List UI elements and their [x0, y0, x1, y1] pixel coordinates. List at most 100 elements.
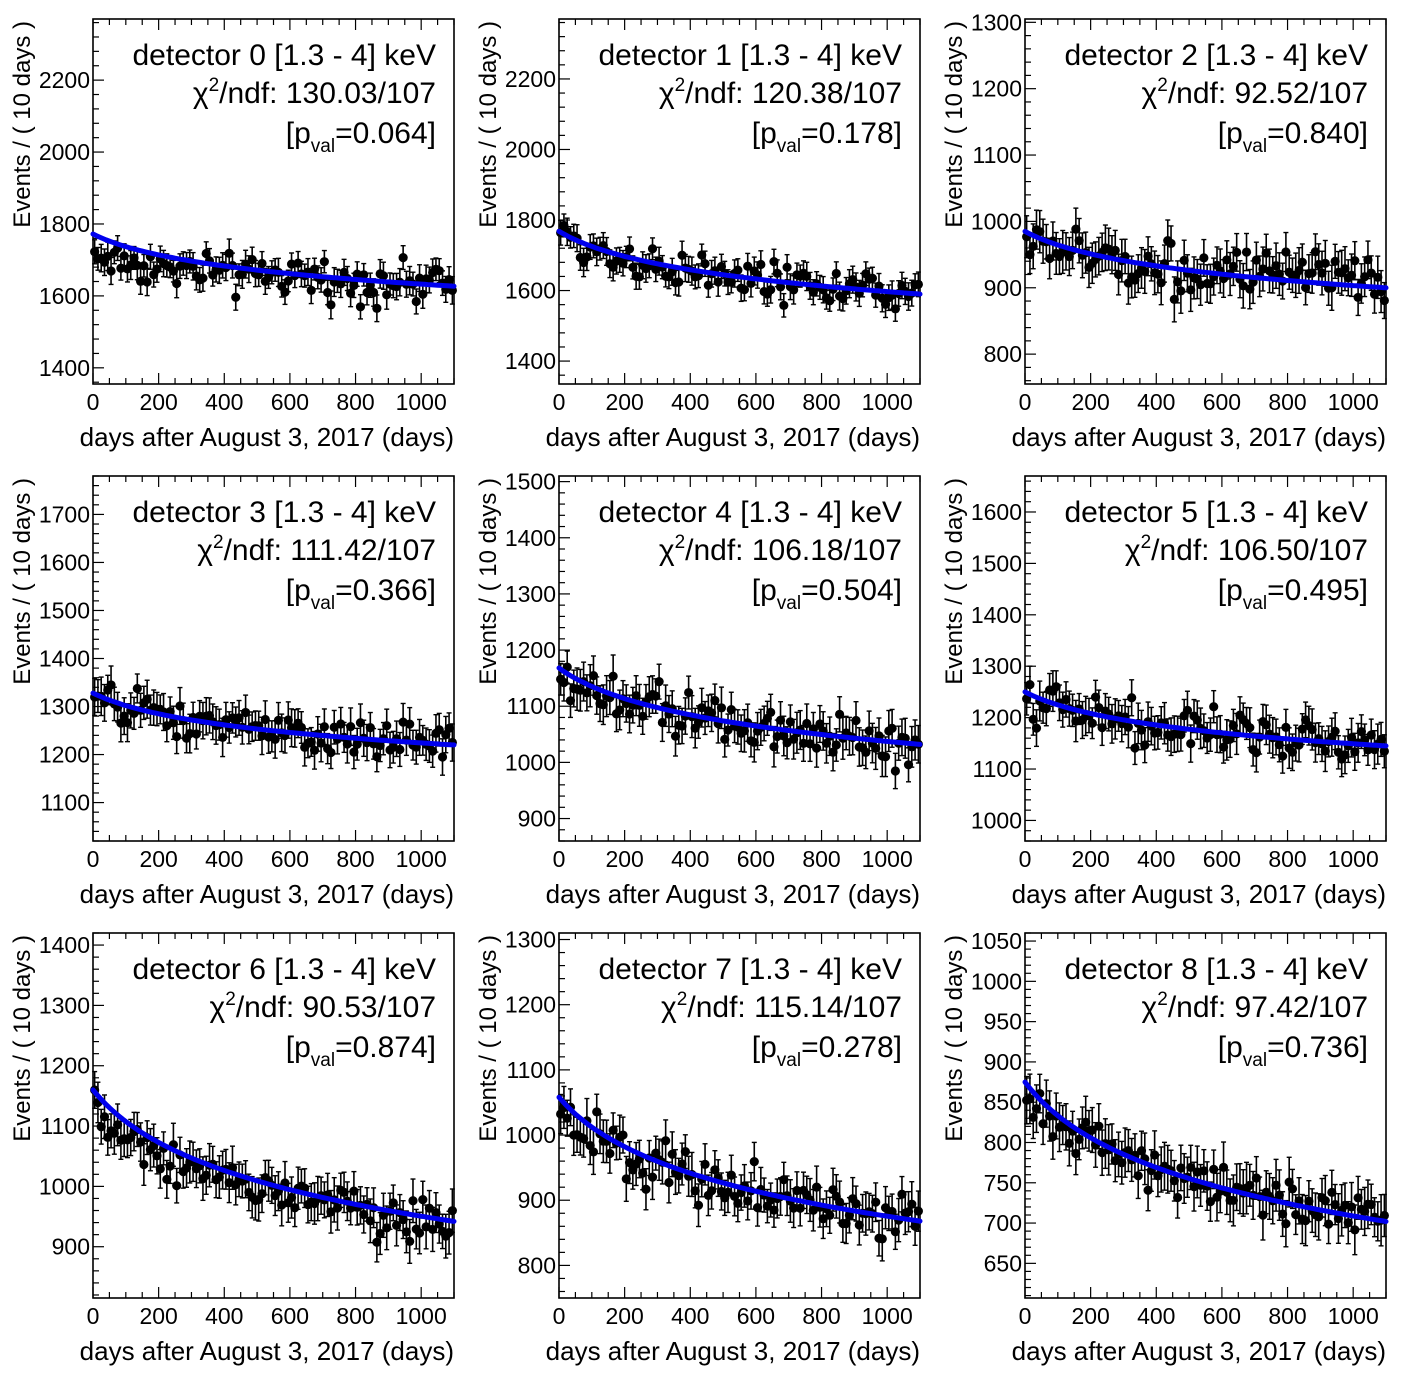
y-axis-label: Events / ( 10 days ): [941, 478, 968, 685]
data-point: [680, 1147, 690, 1157]
y-tick-label: 2200: [39, 67, 90, 93]
pval-label: [pval=0.736]: [1218, 1031, 1368, 1071]
chi-symbol: χ: [659, 77, 675, 110]
data-point: [283, 276, 293, 286]
data-point: [1287, 747, 1298, 757]
data-points: [556, 1085, 923, 1262]
data-point: [372, 303, 382, 313]
data-point: [1028, 1112, 1038, 1122]
data-point: [605, 1148, 615, 1159]
data-point: [257, 258, 267, 269]
y-tick-label: 1000: [505, 749, 556, 775]
data-point: [1350, 747, 1360, 757]
data-points: [556, 650, 923, 790]
data-point: [1245, 284, 1255, 294]
data-point: [365, 723, 375, 733]
fit-curve: [90, 1087, 457, 1224]
y-tick-label: 900: [984, 1049, 1022, 1075]
data-point: [779, 300, 789, 310]
data-point: [1232, 247, 1242, 257]
data-point: [779, 1175, 789, 1185]
data-point: [1205, 1197, 1216, 1207]
x-tick-label: 600: [737, 1303, 775, 1329]
data-point: [424, 1203, 434, 1213]
data-point: [1379, 746, 1389, 756]
chi2-value: /ndf: 120.38/107: [685, 77, 902, 110]
data-point: [913, 1206, 923, 1216]
pval-subscript: val: [1243, 593, 1267, 614]
data-point: [641, 1184, 651, 1194]
pval-label: [pval=0.840]: [1218, 117, 1368, 157]
data-point: [1166, 238, 1176, 249]
data-points: [1022, 1073, 1389, 1256]
data-point: [588, 1147, 599, 1157]
pval-subscript: val: [311, 1050, 335, 1071]
x-tick-label: 800: [336, 389, 374, 415]
data-point: [132, 683, 142, 694]
y-tick-label: 900: [984, 275, 1022, 301]
data-point: [270, 734, 280, 745]
data-point: [582, 688, 592, 698]
data-point: [716, 261, 727, 272]
chart-panel-6: 0 200 400 600 800 1000 900 1000 1100 1200 1300 1400…: [9, 932, 457, 1366]
data-point: [1330, 256, 1340, 266]
y-tick-label: 1600: [39, 549, 90, 575]
data-point: [1340, 750, 1350, 760]
pval-value: =0.736]: [1267, 1031, 1368, 1064]
data-point: [733, 1198, 743, 1209]
data-point: [428, 746, 438, 756]
pval-open: [p: [286, 117, 311, 150]
data-point: [769, 742, 779, 752]
x-tick-label: 1000: [862, 846, 913, 872]
data-point: [346, 722, 356, 732]
data-point: [1205, 279, 1216, 289]
y-tick-label: 1500: [971, 550, 1022, 576]
x-tick-label: 600: [737, 389, 775, 415]
data-point: [152, 1151, 162, 1161]
data-point: [723, 725, 733, 735]
data-point: [825, 1210, 835, 1220]
y-tick-label: 1000: [971, 968, 1022, 994]
data-point: [821, 738, 832, 748]
data-point: [1258, 1210, 1268, 1220]
data-point: [700, 259, 710, 269]
data-point: [1320, 746, 1330, 756]
data-point: [1182, 705, 1193, 715]
x-tick-label: 200: [1071, 389, 1109, 415]
y-tick-label: 1200: [505, 637, 556, 663]
data-point: [1173, 1192, 1183, 1203]
data-point: [880, 752, 891, 762]
data-point: [1140, 266, 1150, 277]
x-tick-label: 400: [671, 846, 709, 872]
x-tick-label: 200: [1071, 1303, 1109, 1329]
chi2-value: /ndf: 90.53/107: [236, 991, 436, 1024]
data-point: [1274, 1190, 1284, 1200]
data-point: [260, 714, 270, 725]
detector-label: detector 8 [1.3 - 4] keV: [1064, 953, 1368, 986]
x-axis-label: days after August 3, 2017 (days): [546, 879, 920, 909]
data-point: [1350, 256, 1360, 266]
data-point: [1363, 745, 1373, 755]
data-point: [1366, 730, 1376, 740]
chi2-label: χ2/ndf: 130.03/107: [193, 75, 436, 110]
fit-curve: [556, 665, 923, 747]
data-point: [808, 287, 818, 297]
data-point: [1320, 1195, 1330, 1206]
data-point: [231, 292, 241, 302]
data-point: [1074, 236, 1084, 246]
data-point: [1097, 723, 1107, 733]
data-point: [775, 715, 786, 725]
data-point: [1363, 255, 1373, 265]
data-point: [349, 1186, 359, 1196]
data-points: [90, 665, 457, 776]
y-tick-label: 2000: [39, 139, 90, 165]
y-tick-label: 1600: [505, 278, 556, 304]
y-tick-label: 1100: [507, 693, 556, 719]
data-point: [434, 725, 444, 735]
data-point: [283, 715, 293, 725]
data-point: [218, 732, 228, 743]
data-point: [1261, 720, 1271, 730]
data-point: [812, 1182, 822, 1192]
pval-subscript: val: [311, 136, 335, 157]
chi2-label: χ2/ndf: 90.53/107: [210, 989, 437, 1024]
